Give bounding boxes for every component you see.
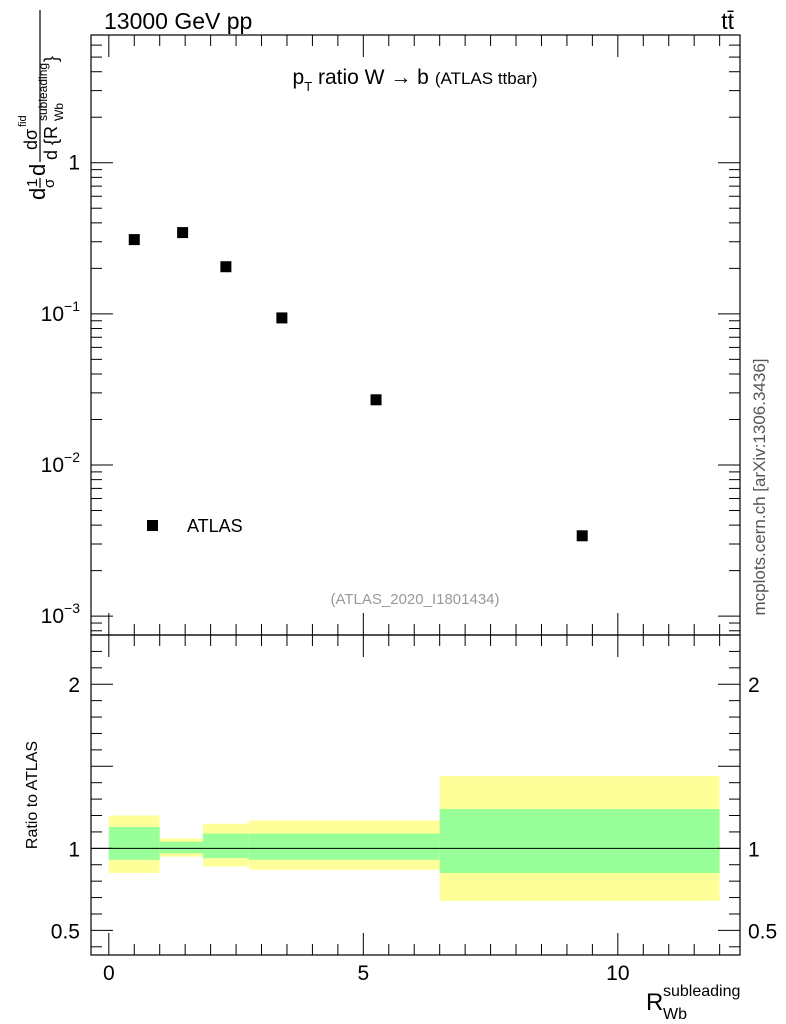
data-point bbox=[276, 312, 288, 324]
xlabel-sup: subleading bbox=[663, 983, 740, 1000]
ratio-panel: 0.5 0.5 1 1 2 2 0 5 10 Ratio to ATLAS R subleadi… bbox=[24, 634, 777, 1023]
ratio-ytick-label-right: 1 bbox=[748, 838, 760, 861]
ylabel-d2: d bbox=[25, 164, 50, 176]
title-main: p bbox=[293, 66, 305, 89]
main-frame bbox=[90, 34, 741, 636]
energy-label: 13000 GeV pp bbox=[104, 8, 252, 34]
title-paren: (ATLAS ttbar) bbox=[435, 69, 538, 88]
ytick-base: 1 bbox=[68, 152, 80, 175]
ratio-ylabel: Ratio to ATLAS bbox=[24, 741, 41, 849]
legend-marker bbox=[147, 520, 158, 531]
ylabel-sup: subleading bbox=[36, 63, 50, 121]
inner-band bbox=[108, 827, 160, 860]
ylabel-d1: d bbox=[25, 188, 50, 200]
ratio-xtick-label: 5 bbox=[357, 962, 369, 985]
legend-label: ATLAS bbox=[187, 516, 243, 536]
inner-band bbox=[248, 833, 440, 860]
ylabel-fid: fid bbox=[17, 115, 29, 127]
ylabel-dsigma: dσ bbox=[21, 129, 41, 150]
xlabel-sub: Wb bbox=[663, 1006, 687, 1023]
ratio-xtick-label: 0 bbox=[103, 962, 115, 985]
main-ytick-label: 10−1 bbox=[41, 298, 81, 326]
ratio-ytick-label-right: 2 bbox=[748, 674, 760, 697]
ratio-ytick-label-left: 0.5 bbox=[51, 920, 80, 943]
ratio-ytick-label-right: 0.5 bbox=[748, 920, 777, 943]
ylabel-one: 1 bbox=[24, 179, 41, 187]
ylabel-brace: } bbox=[41, 56, 61, 62]
main-ylabel: d 1 σ d dσ fid d {R Wb subleading } bbox=[17, 10, 66, 200]
ytick-exponent: −1 bbox=[64, 298, 80, 314]
ytick-base: 10 bbox=[41, 605, 64, 628]
ratio-xtick-label: 10 bbox=[606, 962, 629, 985]
side-label: mcplots.cern.ch [arXiv:1306.3436] bbox=[750, 358, 769, 615]
inner-band bbox=[159, 841, 203, 854]
ytick-exponent: −3 bbox=[64, 600, 80, 616]
ratio-ytick-label-left: 1 bbox=[68, 838, 80, 861]
main-ticks bbox=[91, 34, 740, 635]
process-label: tt̄ bbox=[721, 8, 734, 34]
title-rest: ratio W → b bbox=[312, 66, 429, 89]
main-points bbox=[128, 227, 588, 542]
ratio-frame bbox=[90, 634, 741, 956]
data-point bbox=[177, 227, 189, 239]
ratio-ticks bbox=[91, 634, 740, 955]
data-point bbox=[220, 261, 232, 273]
data-point bbox=[370, 394, 382, 406]
xlabel-main: R bbox=[646, 989, 663, 1016]
legend: ATLAS bbox=[147, 516, 243, 536]
watermark: (ATLAS_2020_I1801434) bbox=[330, 591, 499, 608]
ylabel-sub: Wb bbox=[52, 103, 66, 121]
main-ytick-label: 1 bbox=[68, 152, 80, 175]
plot-title: pT ratio W → b (ATLAS ttbar) bbox=[293, 66, 538, 94]
inner-band bbox=[202, 833, 249, 859]
main-panel: 110−110−210−3 pT ratio W → b (ATLAS ttbar… bbox=[17, 10, 741, 636]
ylabel-sigma: σ bbox=[41, 178, 58, 188]
data-point bbox=[128, 234, 140, 246]
main-ytick-label: 10−3 bbox=[41, 600, 81, 628]
ytick-exponent: −2 bbox=[64, 449, 80, 465]
inner-band bbox=[439, 808, 720, 873]
ratio-xlabel: R bbox=[646, 989, 663, 1016]
data-point bbox=[576, 530, 588, 542]
ratio-ytick-label-left: 2 bbox=[68, 674, 80, 697]
ratio-tick-labels: 0.5 0.5 1 1 2 2 0 5 10 bbox=[51, 674, 777, 985]
ytick-base: 10 bbox=[41, 303, 64, 326]
title-subscript: T bbox=[304, 79, 312, 94]
ylabel-denominator: d {R bbox=[41, 126, 61, 160]
main-tick-labels: 110−110−210−3 bbox=[41, 152, 81, 628]
main-ytick-label: 10−2 bbox=[41, 449, 81, 477]
ytick-base: 10 bbox=[41, 454, 64, 477]
ratio-bands bbox=[108, 776, 720, 901]
